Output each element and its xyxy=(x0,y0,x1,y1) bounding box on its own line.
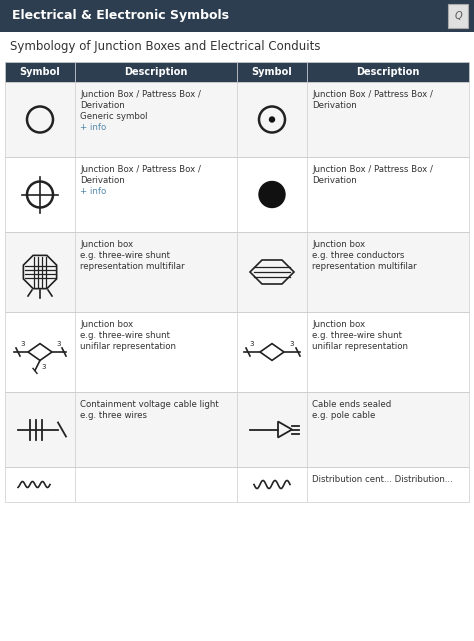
Bar xyxy=(5,232,469,312)
Text: Junction Box / Pattress Box /: Junction Box / Pattress Box / xyxy=(80,90,201,99)
Text: Derivation: Derivation xyxy=(80,101,125,110)
Text: 3: 3 xyxy=(250,341,254,347)
Text: e.g. three-wire shunt: e.g. three-wire shunt xyxy=(312,331,402,340)
Text: unifilar representation: unifilar representation xyxy=(312,342,408,351)
Text: Derivation: Derivation xyxy=(312,176,357,185)
Bar xyxy=(5,62,75,82)
Text: representation multifilar: representation multifilar xyxy=(312,262,417,271)
Text: unifilar representation: unifilar representation xyxy=(80,342,176,351)
Text: Distribution cent... Distribution...: Distribution cent... Distribution... xyxy=(312,475,453,484)
Bar xyxy=(307,62,469,82)
Bar xyxy=(5,392,469,467)
Text: Junction box: Junction box xyxy=(312,320,365,329)
Text: Containment voltage cable light: Containment voltage cable light xyxy=(80,400,219,409)
Text: Junction box: Junction box xyxy=(80,320,133,329)
Text: Junction Box / Pattress Box /: Junction Box / Pattress Box / xyxy=(312,165,433,174)
Text: Symbol: Symbol xyxy=(19,67,60,77)
Text: Description: Description xyxy=(356,67,419,77)
Text: e.g. pole cable: e.g. pole cable xyxy=(312,411,375,420)
Bar xyxy=(448,4,468,28)
Bar xyxy=(5,157,469,232)
Text: Junction Box / Pattress Box /: Junction Box / Pattress Box / xyxy=(80,165,201,174)
Text: representation multifilar: representation multifilar xyxy=(80,262,185,271)
Bar xyxy=(5,312,469,392)
Bar xyxy=(5,157,469,232)
Text: + info: + info xyxy=(80,187,106,196)
Bar xyxy=(75,62,237,82)
Text: 3: 3 xyxy=(21,341,25,347)
Text: 3: 3 xyxy=(290,341,294,347)
Text: Derivation: Derivation xyxy=(80,176,125,185)
Text: e.g. three wires: e.g. three wires xyxy=(80,411,147,420)
Bar xyxy=(237,62,307,82)
Text: e.g. three conductors: e.g. three conductors xyxy=(312,251,404,260)
Text: Junction box: Junction box xyxy=(80,240,133,249)
Text: Symbology of Junction Boxes and Electrical Conduits: Symbology of Junction Boxes and Electric… xyxy=(10,40,320,53)
Bar xyxy=(5,392,469,467)
Bar xyxy=(5,467,469,502)
Text: e.g. three-wire shunt: e.g. three-wire shunt xyxy=(80,331,170,340)
Text: e.g. three-wire shunt: e.g. three-wire shunt xyxy=(80,251,170,260)
Bar xyxy=(5,232,469,312)
Text: Junction Box / Pattress Box /: Junction Box / Pattress Box / xyxy=(312,90,433,99)
Bar xyxy=(5,467,469,502)
Circle shape xyxy=(259,181,285,208)
Bar xyxy=(0,0,474,32)
Circle shape xyxy=(270,117,274,122)
Text: Generic symbol: Generic symbol xyxy=(80,112,147,121)
Text: Junction box: Junction box xyxy=(312,240,365,249)
Text: + info: + info xyxy=(80,123,106,132)
Bar xyxy=(5,82,469,157)
Text: Derivation: Derivation xyxy=(312,101,357,110)
Text: 3: 3 xyxy=(41,364,46,370)
Text: 3: 3 xyxy=(57,341,61,347)
Bar xyxy=(5,312,469,392)
Bar xyxy=(5,82,469,157)
Text: Description: Description xyxy=(124,67,188,77)
Text: Cable ends sealed: Cable ends sealed xyxy=(312,400,391,409)
Text: Symbol: Symbol xyxy=(252,67,292,77)
Text: Q: Q xyxy=(454,11,462,21)
Text: Electrical & Electronic Symbols: Electrical & Electronic Symbols xyxy=(12,10,229,22)
